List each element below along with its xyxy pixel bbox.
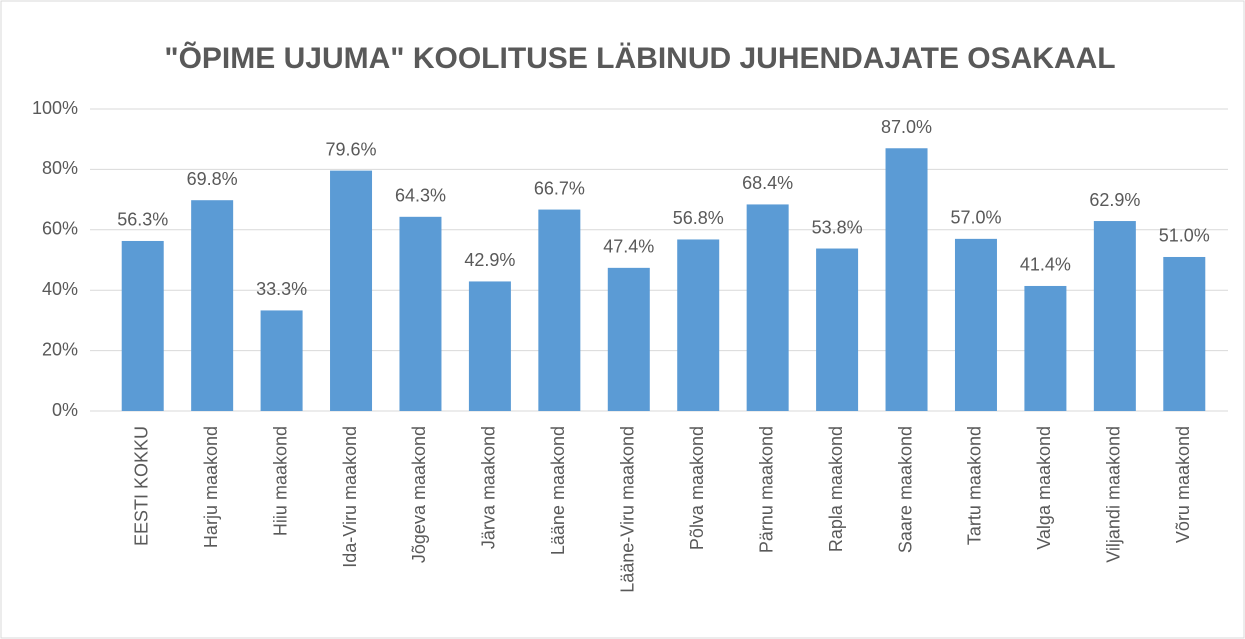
data-label: 56.8% <box>673 208 724 228</box>
data-label: 56.3% <box>117 210 168 230</box>
data-label: 87.0% <box>881 117 932 137</box>
bar <box>191 200 234 411</box>
x-tick-label: Tartu maakond <box>965 426 985 545</box>
data-label: 79.6% <box>326 139 377 159</box>
bar <box>607 267 650 411</box>
y-tick-label: 80% <box>42 158 78 178</box>
bar <box>121 240 164 411</box>
y-tick-label: 60% <box>42 219 78 239</box>
bar <box>954 238 997 411</box>
x-tick-label: Pärnu maakond <box>756 426 776 553</box>
data-label: 41.4% <box>1020 255 1071 275</box>
x-tick-label: Lääne-Viru maakond <box>618 426 638 593</box>
x-tick-label: Jõgeva maakond <box>409 426 429 563</box>
x-tick-label: Valga maakond <box>1034 426 1054 550</box>
bar <box>885 148 928 411</box>
y-tick-label: 20% <box>42 339 78 359</box>
data-label: 57.0% <box>950 208 1001 228</box>
data-label: 53.8% <box>812 217 863 237</box>
data-label: 69.8% <box>187 169 238 189</box>
x-tick-label: Harju maakond <box>201 426 221 548</box>
x-tick-label: Järva maakond <box>479 426 499 549</box>
y-tick-label: 100% <box>32 98 78 118</box>
x-tick-label: Võru maakond <box>1173 426 1193 543</box>
x-tick-label: Ida-Viru maakond <box>340 426 360 568</box>
data-label: 33.3% <box>256 279 307 299</box>
x-tick-label: Lääne maakond <box>548 426 568 555</box>
y-tick-label: 40% <box>42 279 78 299</box>
chart-title: "ÕPIME UJUMA" KOOLITUSE LÄBINUD JUHENDAJ… <box>164 41 1115 75</box>
bar <box>399 216 442 411</box>
data-label: 51.0% <box>1159 226 1210 246</box>
data-label: 68.4% <box>742 173 793 193</box>
bar <box>816 248 859 411</box>
bar <box>1024 285 1067 411</box>
x-tick-label: Rapla maakond <box>826 426 846 552</box>
bar <box>538 209 581 411</box>
bar <box>468 281 511 411</box>
data-label: 66.7% <box>534 178 585 198</box>
bar <box>1093 221 1136 411</box>
data-label: 64.3% <box>395 186 446 206</box>
x-tick-label: Põlva maakond <box>687 426 707 550</box>
bar <box>677 239 720 411</box>
data-label: 42.9% <box>464 250 515 270</box>
x-tick-label: EESTI KOKKU <box>131 426 151 546</box>
data-label: 47.4% <box>603 237 654 257</box>
bar <box>746 204 789 411</box>
x-tick-label: Saare maakond <box>895 426 915 553</box>
bar <box>1163 256 1206 411</box>
x-tick-label: Viljandi maakond <box>1104 426 1124 563</box>
bar <box>330 170 373 411</box>
data-label: 62.9% <box>1089 190 1140 210</box>
y-tick-label: 0% <box>52 400 78 420</box>
x-tick-label: Hiiu maakond <box>270 426 290 536</box>
bar <box>260 310 303 411</box>
